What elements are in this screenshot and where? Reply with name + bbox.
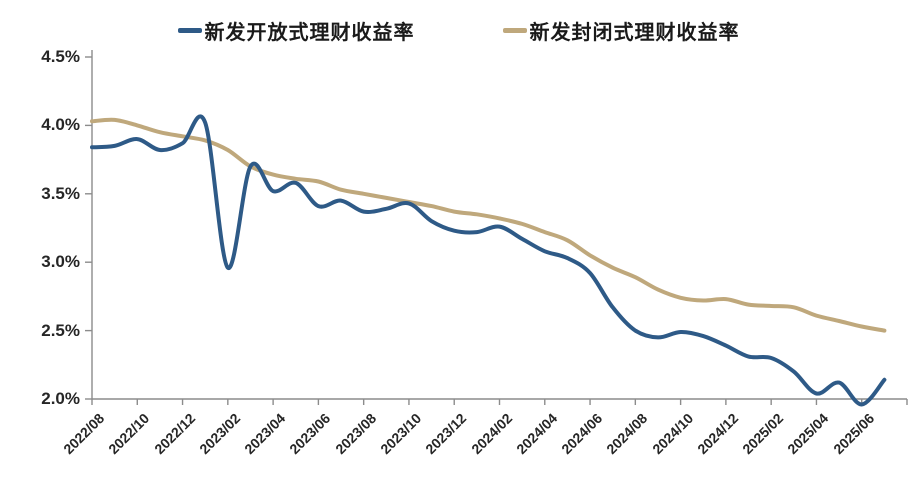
y-axis-label: 3.5% [41, 183, 80, 203]
y-axis-label: 4.5% [41, 47, 80, 66]
y-axis-label: 2.0% [41, 389, 80, 408]
legend-item-open-end: 新发开放式理财收益率 [177, 16, 415, 45]
y-axis-label: 3.0% [41, 252, 80, 272]
series-line-closed-end [90, 117, 887, 333]
series-line-open-end [90, 114, 887, 407]
legend-item-closed-end: 新发封闭式理财收益率 [502, 16, 740, 45]
legend-marker-icon [177, 28, 202, 33]
legend-marker-icon [502, 28, 527, 33]
legend-label: 新发封闭式理财收益率 [529, 22, 740, 44]
legend-label: 新发开放式理财收益率 [204, 22, 415, 44]
legend: 新发开放式理财收益率 新发封闭式理财收益率 [0, 16, 917, 45]
y-axis-label: 2.5% [41, 320, 80, 340]
y-axis-label: 4.0% [41, 115, 80, 135]
